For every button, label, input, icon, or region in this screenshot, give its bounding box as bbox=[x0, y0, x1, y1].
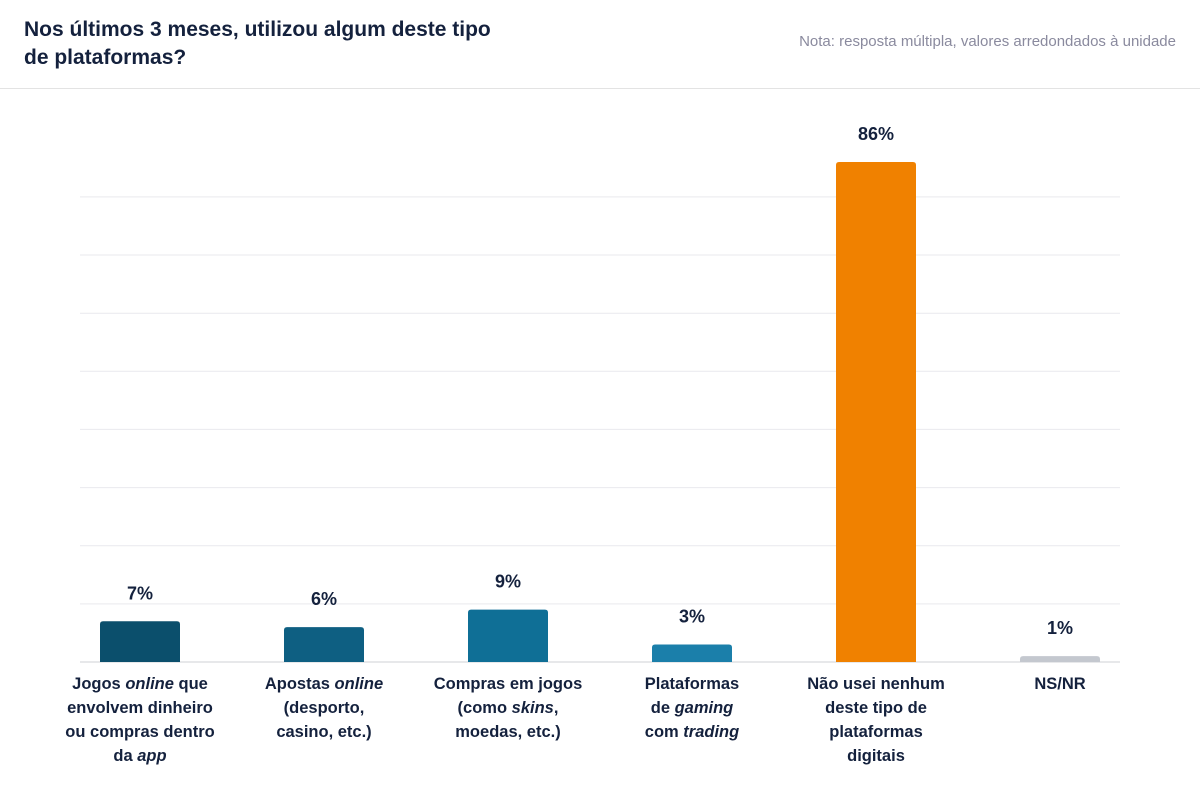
data-label: 6% bbox=[311, 589, 337, 609]
category-label-line: digitais bbox=[847, 747, 905, 765]
data-label: 3% bbox=[679, 607, 705, 627]
category-label: Jogos online que envolvem dinheiro ou comp… bbox=[50, 672, 230, 768]
data-label: 7% bbox=[127, 583, 153, 603]
category-label-line: NS/NR bbox=[1034, 675, 1086, 693]
category-label: Apostas online (desporto, casino, etc.) bbox=[234, 672, 414, 744]
category-label: Compras em jogos (como skins, moedas, etc.… bbox=[418, 672, 598, 744]
category-label-line: com trading bbox=[644, 723, 740, 741]
bar bbox=[284, 627, 364, 662]
chart-note: Nota: resposta múltipla, valores arredon… bbox=[799, 33, 1176, 50]
category-label-line: casino, etc.) bbox=[276, 723, 372, 741]
bar bbox=[652, 644, 732, 662]
category-label-line: Compras em jogos bbox=[433, 675, 583, 693]
category-label-line: Não usei nenhum bbox=[807, 675, 945, 693]
category-label-line: deste tipo de bbox=[825, 699, 927, 717]
bar bbox=[100, 621, 180, 662]
data-label: 86% bbox=[858, 124, 894, 144]
category-label-line: da app bbox=[113, 747, 167, 765]
data-label: 1% bbox=[1047, 618, 1073, 638]
bar bbox=[836, 162, 916, 662]
category-label-line: Plataformas bbox=[644, 675, 740, 693]
category-label-line: de gaming bbox=[650, 699, 734, 717]
bar bbox=[468, 609, 548, 662]
data-label: 9% bbox=[495, 572, 521, 592]
category-label-line: Jogos online que bbox=[72, 675, 208, 693]
bar bbox=[1020, 656, 1100, 662]
chart-header: Nos últimos 3 meses, utilizou algum dest… bbox=[0, 0, 1200, 89]
category-label: NS/NR bbox=[970, 672, 1150, 696]
category-label-line: plataformas bbox=[829, 723, 923, 741]
category-label-line: (como skins, bbox=[457, 699, 559, 717]
category-label: Não usei nenhum deste tipo de plataformas d… bbox=[786, 672, 966, 768]
category-label-line: (desporto, bbox=[283, 699, 365, 717]
category-label: Plataformas de gaming com trading bbox=[602, 672, 782, 744]
category-label-line: moedas, etc.) bbox=[455, 723, 561, 741]
category-label-line: ou compras dentro bbox=[65, 723, 215, 741]
chart-title: Nos últimos 3 meses, utilizou algum dest… bbox=[24, 18, 491, 69]
category-label-line: Apostas online bbox=[264, 675, 384, 693]
category-label-line: envolvem dinheiro bbox=[67, 699, 213, 717]
